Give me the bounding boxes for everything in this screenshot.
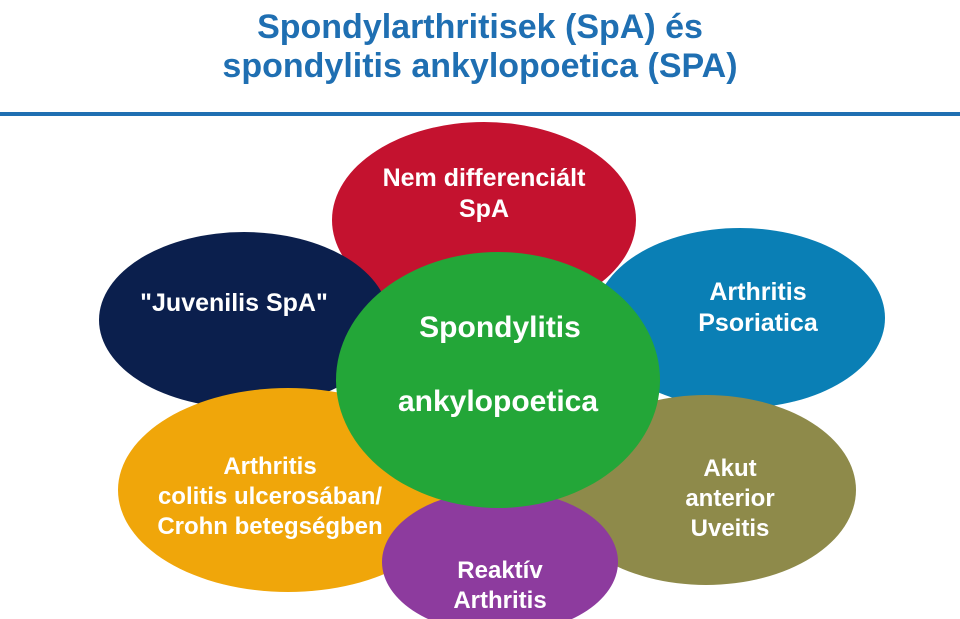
- title-line-2: spondylitis ankylopoetica (SPA): [222, 47, 737, 85]
- diagram-stage: Spondylarthritisek (SpA) és spondylitis …: [0, 0, 960, 619]
- title-rule: [0, 112, 960, 116]
- label-crohn: Arthritis colitis ulcerosában/ Crohn bet…: [50, 452, 490, 542]
- label-reactive: ReaktívArthritis: [300, 556, 700, 616]
- label-undiff-spa: Nem differenciáltSpA: [284, 163, 684, 226]
- label-center-top: Spondylitis: [300, 309, 700, 347]
- label-uveitis: Akut anterior Uveitis: [530, 454, 930, 544]
- page-title: Spondylarthritisek (SpA) és spondylitis …: [0, 8, 960, 86]
- label-center-bottom: ankylopoetica: [298, 383, 698, 421]
- title-line-1: Spondylarthritisek (SpA) és: [257, 8, 703, 46]
